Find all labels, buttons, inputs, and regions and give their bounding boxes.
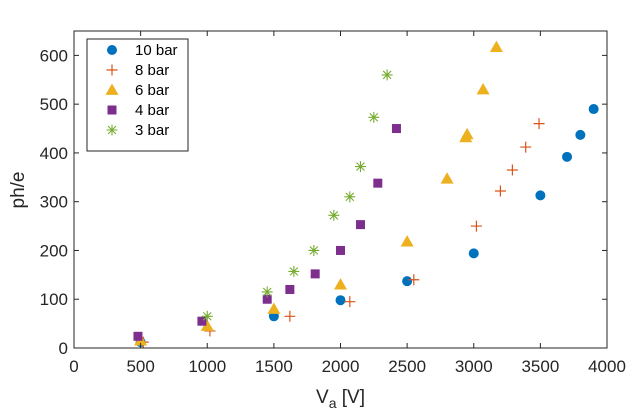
series-8-bar (137, 118, 545, 348)
data-point (460, 127, 474, 140)
series-6-bar (134, 40, 503, 346)
data-point (408, 274, 420, 286)
x-axis-ticks: 0 500 1000 1500 2000 2500 3000 3500 4000 (69, 31, 626, 376)
x-tick-label: 3500 (521, 357, 559, 376)
data-point (381, 69, 393, 81)
y-tick-label: 200 (40, 241, 68, 260)
data-point (328, 209, 340, 221)
data-point (494, 185, 506, 197)
data-point (285, 284, 295, 294)
data-point (262, 294, 272, 304)
x-tick-label: 3000 (455, 357, 493, 376)
y-tick-label: 600 (40, 46, 68, 65)
y-tick-label: 100 (40, 290, 68, 309)
data-point (402, 276, 413, 287)
data-point (440, 172, 454, 184)
data-point (520, 141, 532, 153)
data-point (368, 111, 380, 123)
data-point (535, 190, 546, 201)
data-point (588, 104, 599, 115)
legend-entry-label: 4 bar (135, 102, 169, 119)
data-point (310, 269, 320, 279)
legend: 10 bar 8 bar 6 bar 4 bar 3 bar (86, 38, 189, 152)
y-tick-label: 500 (40, 95, 68, 114)
legend-marker-plus (106, 64, 118, 76)
y-tick-label: 0 (59, 339, 68, 358)
x-axis-label: Va [V] (316, 387, 365, 411)
data-point (354, 161, 366, 173)
data-point (336, 245, 345, 255)
data-point (468, 248, 479, 259)
legend-box (86, 38, 189, 152)
data-point (197, 316, 207, 326)
data-point (489, 40, 503, 52)
x-tick-label: 1500 (255, 357, 293, 376)
y-axis-label: ph/e (8, 172, 29, 209)
y-tick-label: 400 (40, 144, 68, 163)
x-tick-label: 2000 (322, 357, 360, 376)
legend-entry-label: 6 bar (135, 82, 169, 99)
x-tick-label: 4000 (588, 357, 626, 376)
data-point (284, 310, 296, 322)
data-point (470, 220, 482, 232)
data-point (391, 124, 401, 134)
legend-marker-circle (107, 45, 117, 55)
data-point (373, 178, 383, 188)
data-point (355, 220, 365, 230)
x-tick-label: 2500 (388, 357, 426, 376)
data-point (344, 191, 356, 203)
data-point (400, 235, 414, 247)
data-point (533, 118, 545, 130)
data-point (506, 164, 518, 176)
legend-entry-label: 3 bar (135, 122, 169, 139)
data-point (308, 244, 320, 256)
data-point (261, 286, 273, 298)
data-point (267, 302, 281, 314)
data-point (201, 310, 213, 322)
data-point (288, 265, 300, 277)
data-point (334, 278, 347, 290)
data-point (575, 129, 586, 140)
x-axis-label-subscript: a (329, 395, 337, 411)
legend-marker-triangle (105, 83, 119, 95)
x-tick-label: 0 (69, 357, 78, 376)
x-tick-label: 1000 (188, 357, 226, 376)
legend-entry-label: 8 bar (135, 62, 169, 79)
legend-entry-label: 10 bar (135, 42, 178, 59)
y-axis-ticks: 0 100 200 300 400 500 600 (40, 46, 607, 358)
legend-marker-square (107, 105, 117, 115)
data-point (133, 331, 143, 341)
y-tick-label: 300 (40, 193, 68, 212)
legend-marker-asterisk (106, 124, 118, 136)
x-tick-label: 500 (126, 357, 154, 376)
series-3-bar (201, 69, 393, 322)
data-point (344, 296, 356, 308)
series-4-bar (133, 124, 401, 341)
data-point (335, 295, 346, 306)
data-marks (133, 40, 599, 348)
data-point (562, 151, 573, 162)
data-point (476, 83, 490, 95)
x-axis-label-unit: [V] (336, 387, 365, 408)
data-point (200, 319, 214, 331)
x-axis-label-main: V (316, 387, 329, 408)
